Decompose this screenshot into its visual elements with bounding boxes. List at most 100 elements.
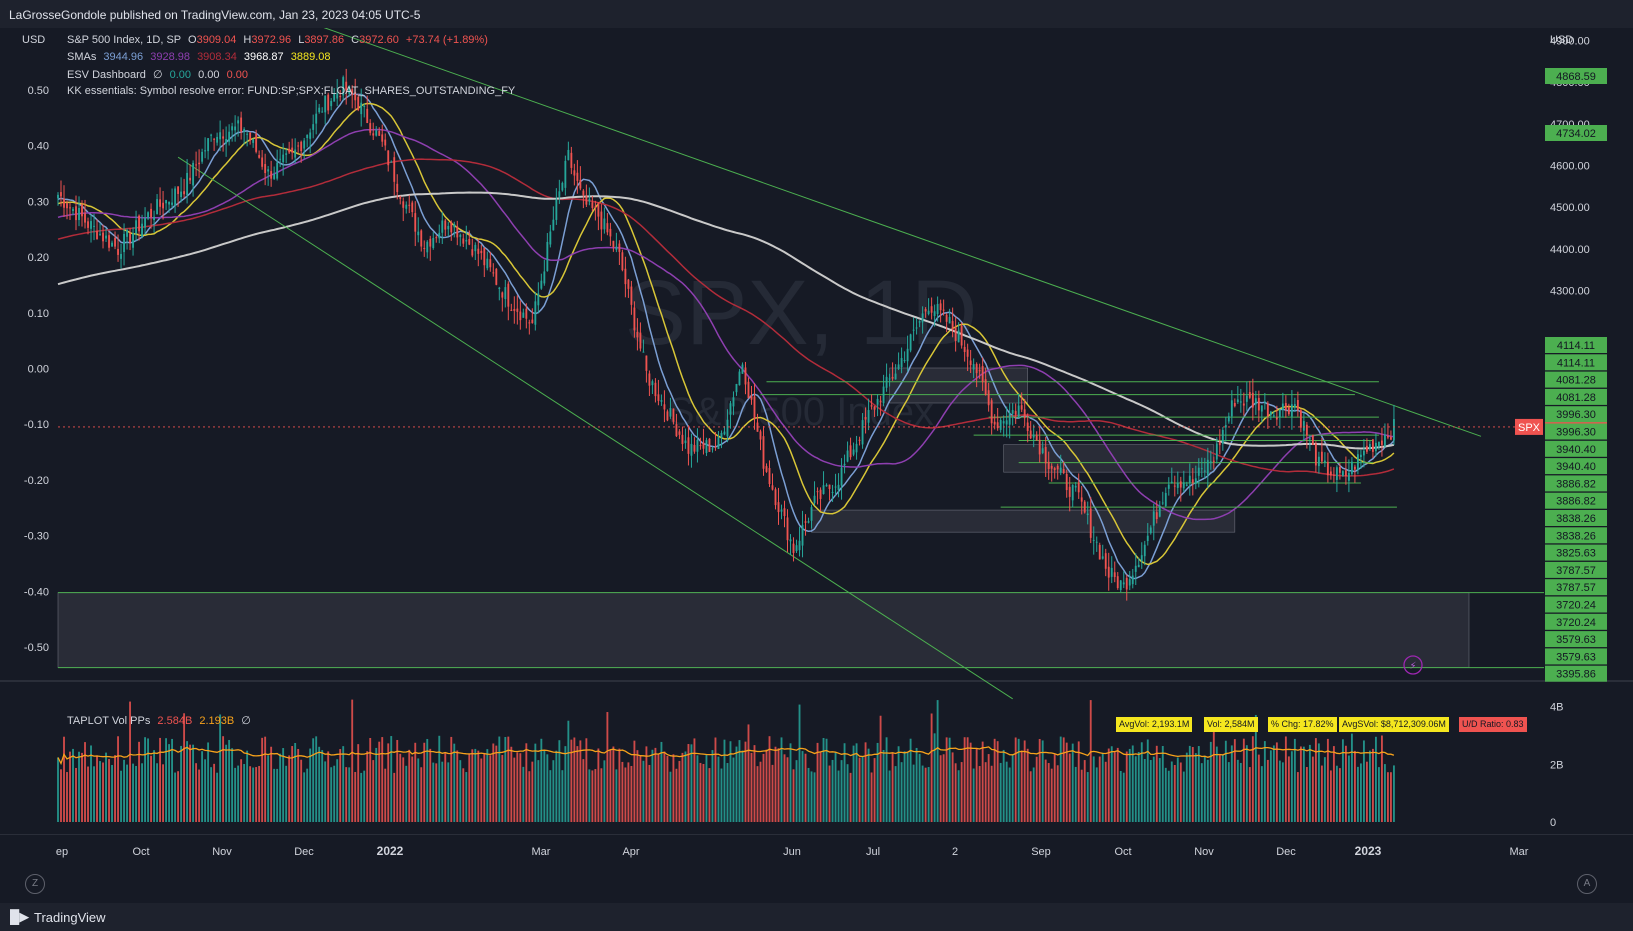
level-label-bg (1545, 544, 1607, 561)
badge-avgvol: AvgVol: 2,193.1M (1116, 717, 1193, 732)
candle (432, 237, 435, 248)
candle (336, 93, 339, 99)
candle (225, 138, 228, 144)
volume-bar (1383, 764, 1386, 822)
volume-bar (234, 767, 237, 822)
volume-bar (816, 742, 819, 822)
volume-bar (96, 755, 98, 822)
volume-bar (372, 760, 375, 822)
candle (615, 246, 618, 250)
candle (1209, 461, 1212, 464)
price-chart[interactable]: SPX, 1DS&P 500 IndexUSD0.500.400.300.200… (0, 28, 1633, 903)
volume-bar (261, 737, 264, 822)
candle (330, 100, 333, 107)
volume-bar (537, 760, 540, 822)
candle (309, 132, 312, 139)
candle (1080, 497, 1083, 502)
candle (1176, 482, 1179, 488)
candle (183, 191, 186, 195)
candle (801, 524, 804, 546)
candle (1260, 405, 1263, 412)
volume-bar (873, 758, 876, 822)
candle (237, 120, 240, 124)
candle (717, 437, 720, 449)
volume-bar (1287, 756, 1290, 822)
right-scale-button[interactable]: A (1577, 874, 1597, 894)
left-axis-tick: -0.40 (24, 586, 49, 598)
volume-bar (321, 750, 324, 822)
candle (1341, 471, 1344, 476)
volume-bar (330, 767, 333, 822)
volume-bar (240, 759, 243, 822)
volume-bar (1371, 748, 1374, 822)
candle (1326, 461, 1329, 476)
left-axis-tick: -0.10 (24, 419, 49, 431)
candle (1332, 474, 1335, 476)
candle (672, 408, 675, 422)
candle (720, 432, 723, 438)
volume-bar (294, 743, 297, 822)
volume-bar (993, 738, 996, 822)
volume-bar (1161, 745, 1164, 822)
volume-bar (168, 744, 171, 822)
legend-o-label: O (188, 34, 197, 46)
candle (1050, 465, 1053, 469)
volume-bar (717, 756, 720, 822)
volume-bar (915, 747, 918, 822)
left-scale-button[interactable]: Z (25, 874, 45, 894)
volume-bar (1194, 753, 1197, 822)
volume-bar (483, 752, 486, 822)
left-axis-tick: 0.50 (28, 85, 49, 97)
volume-bar (768, 736, 771, 822)
volume-axis-tick: 0 (1550, 817, 1556, 829)
level-label-bg (1545, 510, 1607, 526)
candle (474, 244, 477, 252)
volume-bar (141, 763, 143, 822)
volume-bar (741, 750, 744, 822)
kk-error-text: KK essentials: Symbol resolve error: FUN… (67, 85, 516, 97)
esv-symbol: ∅ (152, 69, 163, 81)
volume-bar (1158, 758, 1161, 822)
candle (1317, 456, 1320, 467)
volume-bar (1098, 756, 1101, 822)
level-label: 4114.11 (1557, 340, 1595, 352)
symbol-tag: SPX (1518, 422, 1541, 434)
volume-bar (135, 765, 137, 822)
candle (585, 195, 588, 205)
candle (144, 217, 146, 228)
volume-bar (441, 761, 444, 822)
candle (357, 96, 360, 111)
volume-bar (132, 763, 134, 822)
candle (783, 508, 786, 517)
volume-bar (1338, 768, 1341, 822)
volume-bar (564, 746, 567, 822)
candle (942, 309, 945, 311)
volume-bar (459, 760, 462, 822)
candle (540, 280, 543, 289)
volume-bar (1281, 762, 1284, 822)
candle (402, 201, 405, 208)
volume-bar (420, 767, 423, 822)
volume-bar (1269, 750, 1272, 822)
volume-bar (300, 759, 303, 822)
volume-bar (699, 762, 702, 822)
volume-bar (1104, 761, 1107, 822)
candle (1086, 513, 1089, 516)
candle (831, 492, 834, 494)
volume-bar (369, 737, 372, 822)
candle (894, 373, 897, 380)
volume-bar (1203, 755, 1206, 822)
volume-bar (1146, 739, 1149, 822)
volume-bar (69, 751, 71, 822)
volume-bar (705, 754, 708, 822)
volume-bar (492, 743, 495, 822)
volume-bar (465, 772, 468, 822)
time-axis-border (0, 834, 1633, 835)
volume-bar (126, 764, 128, 822)
sma-value-2: 3928.98 (150, 51, 190, 63)
candle (912, 329, 915, 331)
volume-bar (1041, 740, 1044, 822)
volume-bar (1026, 748, 1029, 822)
candle (267, 169, 270, 172)
volume-bar (927, 767, 930, 822)
